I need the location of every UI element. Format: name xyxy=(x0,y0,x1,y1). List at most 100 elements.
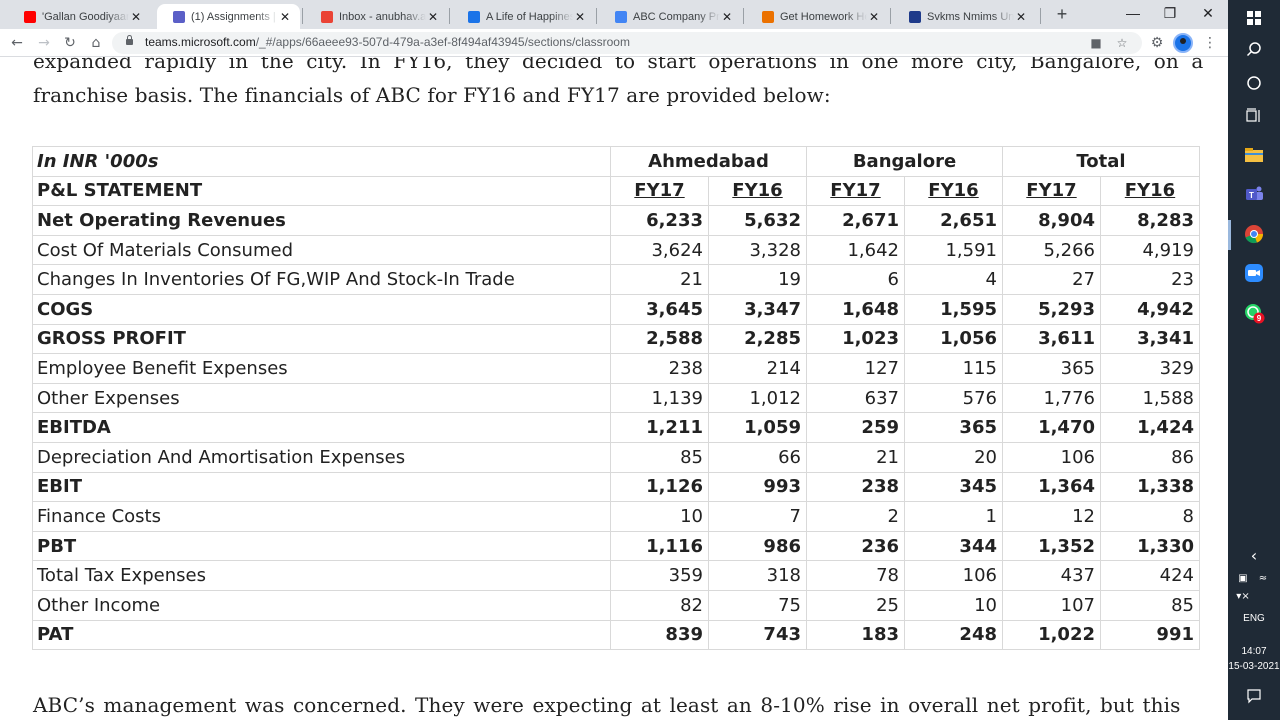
language-indicator[interactable]: ENG xyxy=(1243,613,1265,624)
battery-icon[interactable]: ▣ xyxy=(1238,572,1248,584)
forward-arrow-icon[interactable]: → xyxy=(38,35,50,51)
address-bar[interactable]: teams.microsoft.com/_#/apps/66aeee93-507… xyxy=(112,32,1142,54)
url-text[interactable]: teams.microsoft.com/_#/apps/66aeee93-507… xyxy=(145,35,630,49)
tab-strip: 'Gallan Goodiyaan' Full✕(1) Assignments … xyxy=(0,0,1228,29)
bookmark-star-icon[interactable]: ☆ xyxy=(1116,36,1128,50)
table-cell-value: 66 xyxy=(708,441,807,473)
browser-tab[interactable]: (1) Assignments | Microsoft Teams✕ xyxy=(157,4,300,29)
tab-separator xyxy=(890,8,891,24)
row-label: PBT xyxy=(32,530,611,562)
teams-icon xyxy=(173,10,185,23)
zoom-icon[interactable] xyxy=(1242,261,1266,285)
table-cell-value: 1,338 xyxy=(1100,471,1200,503)
table-cell-value: 576 xyxy=(904,382,1003,414)
menu-dots-icon[interactable]: ⋮ xyxy=(1203,35,1217,51)
home-icon[interactable]: ⌂ xyxy=(91,35,101,51)
table-cell-value: 214 xyxy=(708,353,807,384)
table-row: COGS 3,645 3,347 1,648 1,595 5,293 4,942 xyxy=(32,293,1200,325)
browser-tab[interactable]: 'Gallan Goodiyaan' Full✕ xyxy=(8,4,151,29)
table-cell-value: 8 xyxy=(1100,501,1200,532)
browser-tab[interactable]: A Life of Happiness and✕ xyxy=(452,4,595,29)
table-cell-value: 1,056 xyxy=(904,323,1003,355)
table-cell-value: 1,424 xyxy=(1100,412,1200,443)
restore-button[interactable]: ❐ xyxy=(1163,5,1177,21)
tab-close-icon[interactable]: ✕ xyxy=(868,9,880,24)
show-hidden-icons-icon[interactable]: ‹ xyxy=(1250,545,1258,565)
table-cell-value: 1,022 xyxy=(1002,619,1101,651)
table-row: Net Operating Revenues 6,233 5,632 2,671 2,6… xyxy=(32,205,1200,236)
tab-close-icon[interactable]: ✕ xyxy=(130,9,142,24)
table-cell-value: 75 xyxy=(708,589,807,621)
tab-title: (1) Assignments | Microsoft Teams xyxy=(191,10,278,23)
table-cell-value: 3,328 xyxy=(708,234,807,266)
row-label: EBIT xyxy=(32,471,611,503)
table-row: PBT 1,116 986 236 344 1,352 1,330 xyxy=(32,530,1200,562)
notification-center-icon[interactable] xyxy=(1242,684,1266,708)
table-cell-value: 1,023 xyxy=(806,323,905,355)
youtube-icon xyxy=(24,10,36,23)
table-cell-value: 345 xyxy=(904,471,1003,503)
row-label: Changes In Inventories Of FG,WIP And Sto… xyxy=(32,264,611,295)
browser-tab[interactable]: Svkms Nmims University✕ xyxy=(893,4,1036,29)
tab-close-icon[interactable]: ✕ xyxy=(1015,9,1027,24)
chrome-icon[interactable] xyxy=(1242,222,1266,246)
browser-tab[interactable]: ABC Company Private✕ xyxy=(599,4,742,29)
table-cell-value: 2,588 xyxy=(610,323,709,355)
tab-close-icon[interactable]: ✕ xyxy=(721,9,733,24)
table-cell-value: 365 xyxy=(904,412,1003,443)
table-cell-value: 3,624 xyxy=(610,234,709,266)
whatsapp-icon[interactable]: 9 xyxy=(1242,301,1266,325)
tab-close-icon[interactable]: ✕ xyxy=(574,9,586,24)
table-cell-value: 8,283 xyxy=(1100,205,1200,236)
tab-close-icon[interactable]: ✕ xyxy=(427,9,439,24)
extensions-puzzle-icon[interactable]: ⚙ xyxy=(1150,35,1164,51)
lock-icon[interactable] xyxy=(126,35,133,45)
table-subheader-row: P&L STATEMENT FY17 FY16 FY17 FY16 FY17 F… xyxy=(32,175,1200,207)
table-cell-value: 8,904 xyxy=(1002,205,1101,236)
active-app-indicator xyxy=(1228,220,1231,250)
year-header: FY17 xyxy=(610,175,709,207)
close-window-button[interactable]: ✕ xyxy=(1202,5,1214,21)
table-cell-value: 1,059 xyxy=(708,412,807,443)
gmail-icon xyxy=(321,10,333,23)
table-cell-value: 107 xyxy=(1002,589,1101,621)
table-cell-value: 437 xyxy=(1002,560,1101,591)
group-header-bangalore: Bangalore xyxy=(806,146,1003,177)
cortana-icon[interactable] xyxy=(1242,71,1266,95)
reload-icon[interactable]: ↻ xyxy=(64,35,76,51)
file-explorer-icon[interactable] xyxy=(1242,143,1266,167)
table-row: Finance Costs 10 7 2 1 12 8 xyxy=(32,501,1200,532)
new-tab-button[interactable]: + xyxy=(1056,4,1068,24)
back-arrow-icon[interactable]: ← xyxy=(11,35,23,51)
volume-muted-icon[interactable]: ▾× xyxy=(1236,590,1250,602)
table-cell-value: 359 xyxy=(610,560,709,591)
row-label: Cost Of Materials Consumed xyxy=(32,234,611,266)
paragraph-top-line-2: franchise basis. The financials of ABC f… xyxy=(33,83,831,107)
table-row: PAT 839 743 183 248 1,022 991 xyxy=(32,619,1200,651)
wifi-icon[interactable]: ≈ xyxy=(1258,572,1268,584)
camera-blocked-icon[interactable]: ■ xyxy=(1090,36,1102,50)
group-header-ahmedabad: Ahmedabad xyxy=(610,146,807,177)
table-cell-value: 85 xyxy=(1100,589,1200,621)
teams-icon[interactable]: T xyxy=(1242,182,1266,206)
minimize-button[interactable]: — xyxy=(1126,5,1140,21)
table-cell-value: 993 xyxy=(708,471,807,503)
browser-tab[interactable]: Get Homework Help✕ xyxy=(746,4,889,29)
tab-title: A Life of Happiness and xyxy=(486,10,573,23)
table-cell-value: 318 xyxy=(708,560,807,591)
windows-start-icon[interactable] xyxy=(1242,6,1266,30)
row-label: Net Operating Revenues xyxy=(32,205,611,236)
tab-separator xyxy=(1040,8,1041,24)
table-cell-value: 2,671 xyxy=(806,205,905,236)
table-cell-value: 4,919 xyxy=(1100,234,1200,266)
profile-avatar[interactable] xyxy=(1173,33,1193,53)
clock-time[interactable]: 14:07 xyxy=(1241,646,1267,657)
table-cell-value: 1,139 xyxy=(610,382,709,414)
search-icon[interactable] xyxy=(1242,37,1266,61)
task-view-icon[interactable] xyxy=(1242,104,1266,128)
google-icon xyxy=(615,10,627,23)
tab-close-icon[interactable]: ✕ xyxy=(279,9,291,24)
browser-tab[interactable]: Inbox - anubhav.anubhav✕ xyxy=(305,4,448,29)
clock-date[interactable]: 15-03-2021 xyxy=(1228,661,1280,672)
nmims-icon xyxy=(909,10,921,23)
